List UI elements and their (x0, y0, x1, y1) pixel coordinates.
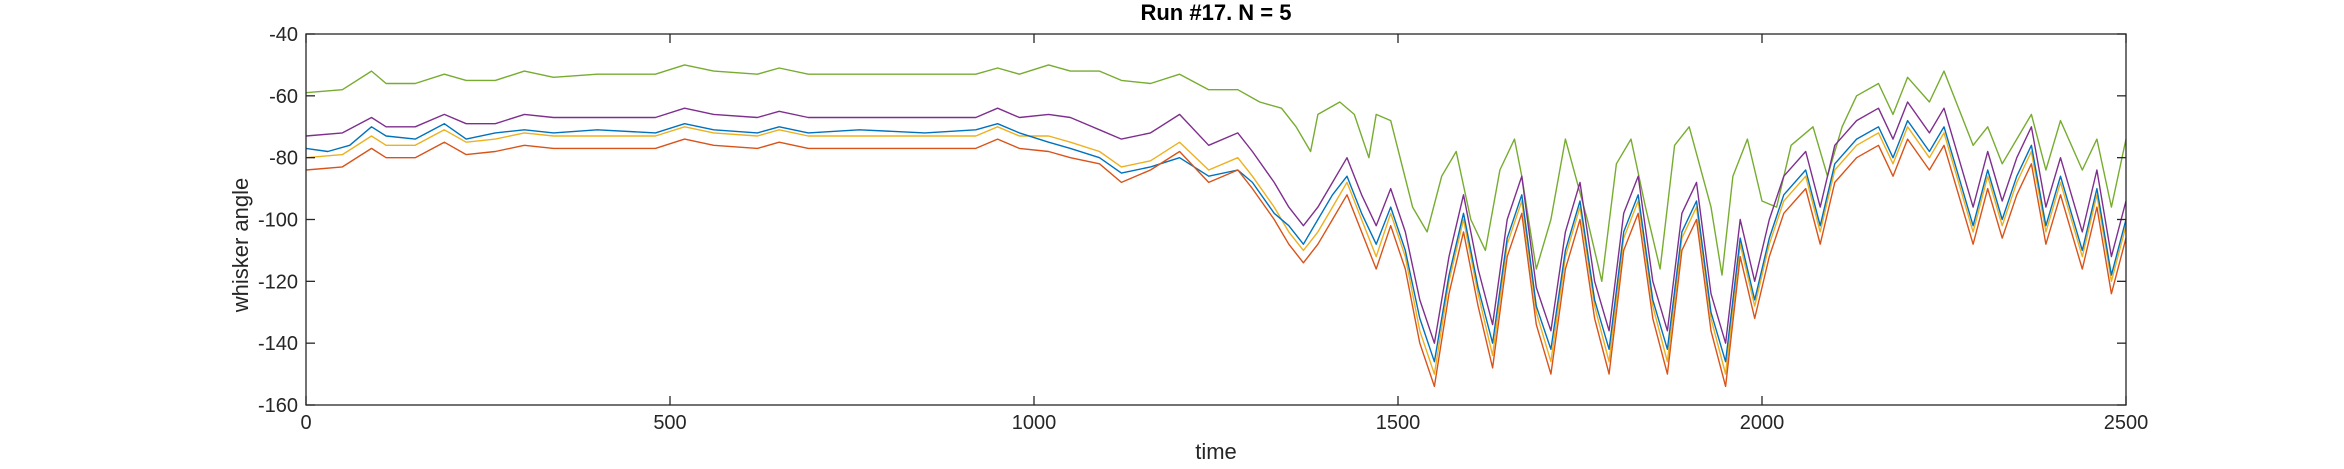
series-layer (305, 64, 2127, 388)
y-tick-label: -160 (258, 395, 298, 417)
y-axis-label: whisker angle (228, 178, 253, 314)
series-line-3 (305, 126, 2127, 375)
y-tick-label: -80 (269, 148, 298, 170)
series-line-4 (305, 119, 2127, 363)
y-tick-label: -140 (258, 333, 298, 355)
tick-layer: 0 500 1000 1500 2000 2500 -40 -60 -80 -100 -120 -14… (258, 24, 2148, 434)
y-tick-label: -100 (258, 210, 298, 232)
y-tick-label: -60 (269, 86, 298, 108)
series-line-1 (305, 64, 2127, 282)
plot-frame (305, 33, 2127, 406)
x-tick-label: 1500 (1376, 412, 1421, 434)
x-tick-label: 500 (653, 412, 686, 434)
y-tick-label: -120 (258, 271, 298, 293)
chart-title: Run #17. N = 5 (1140, 0, 1291, 25)
y-tick-label: -40 (269, 24, 298, 46)
x-tick-label: 2000 (1740, 412, 1785, 434)
series-line-2 (305, 101, 2127, 344)
series-line-5 (305, 138, 2127, 388)
x-axis-label: time (1195, 439, 1237, 464)
x-tick-label: 2500 (2104, 412, 2149, 434)
x-tick-label: 1000 (1012, 412, 1057, 434)
x-tick-label: 0 (300, 412, 311, 434)
